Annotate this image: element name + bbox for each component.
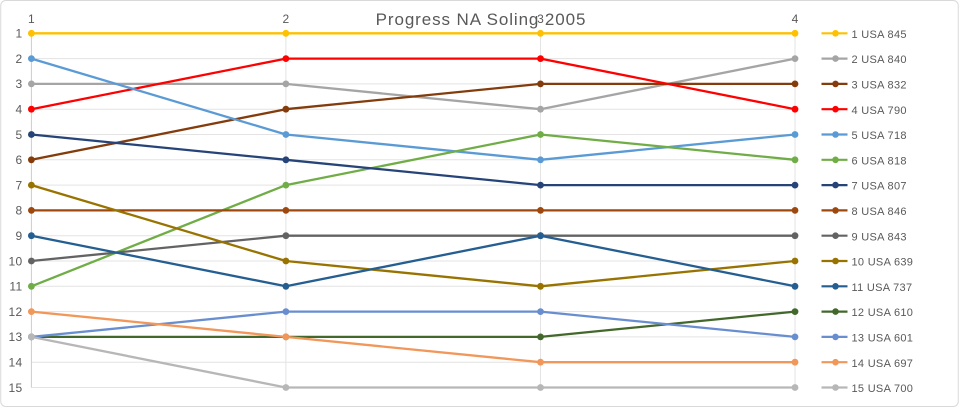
svg-text:5 USA 718: 5 USA 718	[852, 130, 907, 142]
svg-text:9: 9	[15, 229, 22, 243]
svg-text:1 USA 845: 1 USA 845	[852, 29, 907, 41]
svg-text:6 USA 818: 6 USA 818	[852, 155, 907, 167]
svg-text:4 USA 790: 4 USA 790	[852, 105, 907, 117]
svg-text:7 USA 807: 7 USA 807	[852, 181, 907, 193]
svg-text:12 USA 610: 12 USA 610	[852, 307, 914, 319]
svg-text:3: 3	[15, 77, 22, 91]
svg-text:5: 5	[15, 128, 22, 142]
svg-text:11: 11	[9, 280, 22, 294]
svg-text:4: 4	[15, 103, 22, 117]
svg-text:8: 8	[15, 204, 22, 218]
svg-text:11 USA 737: 11 USA 737	[852, 282, 913, 294]
svg-text:15: 15	[8, 381, 22, 395]
svg-text:6: 6	[15, 153, 22, 167]
svg-text:13 USA 601: 13 USA 601	[852, 333, 914, 345]
svg-text:13: 13	[8, 330, 22, 344]
svg-text:14: 14	[8, 356, 22, 370]
svg-text:14 USA 697: 14 USA 697	[852, 358, 914, 370]
svg-text:9 USA 843: 9 USA 843	[852, 231, 907, 243]
svg-text:Progress NA Soling 2005: Progress NA Soling 2005	[376, 10, 587, 29]
svg-text:3: 3	[537, 12, 544, 26]
svg-text:4: 4	[792, 12, 799, 26]
svg-text:12: 12	[8, 305, 22, 319]
svg-text:2 USA 840: 2 USA 840	[852, 54, 907, 66]
svg-text:3 USA 832: 3 USA 832	[852, 80, 907, 92]
svg-text:7: 7	[15, 178, 22, 192]
svg-text:2: 2	[283, 12, 290, 26]
svg-text:1: 1	[28, 12, 35, 26]
svg-text:2: 2	[15, 52, 22, 66]
svg-text:8 USA 846: 8 USA 846	[852, 206, 907, 218]
svg-text:1: 1	[15, 27, 22, 41]
svg-text:15 USA 700: 15 USA 700	[852, 383, 914, 395]
svg-text:10 USA 639: 10 USA 639	[852, 257, 914, 269]
svg-text:10: 10	[8, 254, 22, 268]
